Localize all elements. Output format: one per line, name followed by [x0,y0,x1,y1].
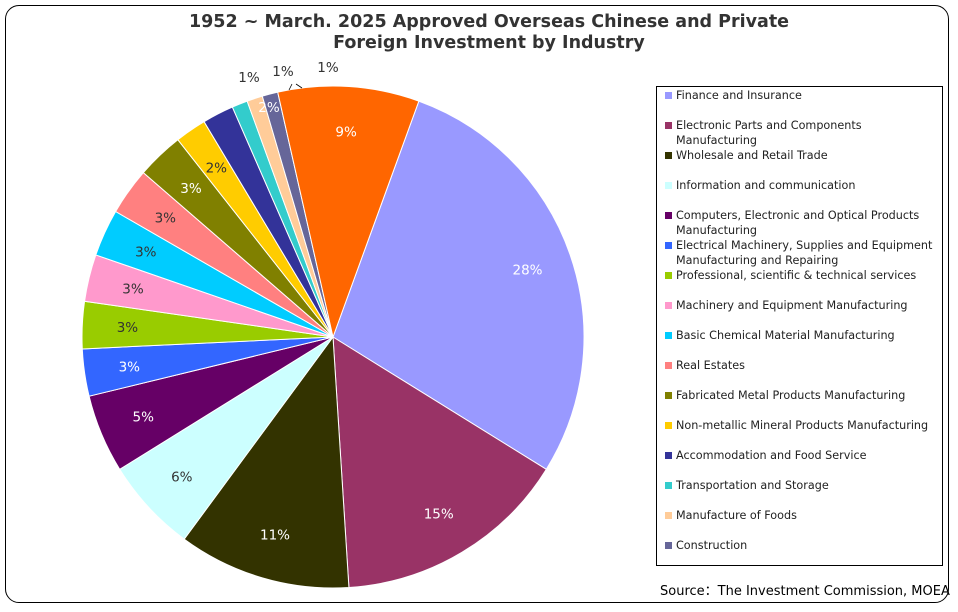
pie-slice-label: 1% [317,60,339,76]
legend-label: Electronic Parts and Components Manufact… [676,119,862,147]
legend-label: Non-metallic Mineral Products Manufactur… [676,419,929,432]
legend-swatch [665,92,672,99]
legend-label: Transportation and Storage [676,479,829,492]
pie-slice [183,335,350,589]
legend: Finance and Insurance Electronic Parts an… [656,86,943,566]
legend-label: Wholesale and Retail Trade [676,149,828,162]
legend-swatch [665,542,672,549]
pie-slice-label: 15% [424,507,454,523]
legend-entry: Professional, scientific & technical ser… [665,268,941,283]
legend-entry: Computers, Electronic and Optical Produc… [665,208,941,238]
legend-entry: Construction [665,538,941,553]
chart-title-line-2: Foreign Investment by Industry [333,33,645,53]
legend-label: Accommodation and Food Service [676,449,867,462]
chart-title-line-1: 1952 ~ March. 2025 Approved Overseas Chi… [188,12,790,32]
pie-slice-label: 3% [180,181,202,197]
pie-slice [332,336,547,589]
legend-swatch [665,362,672,369]
pie-slice-label: 3% [117,320,139,336]
legend-entry: Fabricated Metal Products Manufacturing [665,388,941,403]
legend-swatch [665,272,672,279]
pie-slice-label: 3% [155,211,177,227]
pie-slice-label: 1% [238,70,260,86]
legend-entry: Manufacture of Foods [665,508,941,523]
pie-slice-label: 28% [512,263,542,279]
legend-swatch [665,212,672,219]
legend-entry: Non-metallic Mineral Products Manufactur… [665,418,941,433]
pie-slice [277,85,420,339]
pie-slice-label: 2% [258,100,280,116]
pie-leader-line [288,83,293,91]
pie-slice-label: 3% [135,245,157,261]
legend-entry: Information and communication [665,178,941,193]
legend-label: Finance and Insurance [676,89,802,102]
legend-swatch [665,242,672,249]
pie-leader-line [295,83,303,89]
pie-slice [332,100,585,471]
pie-slice-label: 6% [171,470,193,486]
pie-labels: 28%15%11%6%5%3%3%3%3%3%3%2%2%1%1%1%9% [117,60,543,544]
legend-label: Basic Chemical Material Manufacturing [676,329,895,342]
legend-entry: Electronic Parts and Components Manufact… [665,118,941,148]
pie-slice-label: 1% [272,64,294,80]
pie-slice-label: 9% [335,125,357,141]
pie-slice-label: 5% [132,410,154,426]
legend-label: Computers, Electronic and Optical Produc… [676,209,920,237]
legend-entry: Real Estates [665,358,941,373]
legend-label: Real Estates [676,359,745,372]
legend-label: Fabricated Metal Products Manufacturing [676,389,906,402]
pie-slice-label: 11% [260,528,290,544]
pie-slice-label: 2% [206,161,228,177]
legend-swatch [665,332,672,339]
legend-swatch [665,182,672,189]
legend-entry: Electrical Machinery, Supplies and Equip… [665,238,941,268]
legend-entry: Transportation and Storage [665,478,941,493]
legend-swatch [665,422,672,429]
source-note: Source：The Investment Commission, MOEA [660,584,950,599]
legend-label: Professional, scientific & technical ser… [676,269,917,282]
legend-swatch [665,122,672,129]
legend-entry: Accommodation and Food Service [665,448,941,463]
legend-swatch [665,152,672,159]
legend-label: Information and communication [676,179,856,192]
pie-slices [81,85,585,589]
legend-entry: Basic Chemical Material Manufacturing [665,328,941,343]
legend-label: Manufacture of Foods [676,509,797,522]
legend-swatch [665,512,672,519]
legend-swatch [665,452,672,459]
legend-entry: Finance and Insurance [665,88,941,103]
legend-swatch [665,392,672,399]
chart-title: 1952 ~ March. 2025 Approved Overseas Chi… [160,12,818,54]
legend-swatch [665,302,672,309]
legend-entry: Wholesale and Retail Trade [665,148,941,163]
legend-label: Construction [676,539,748,552]
legend-entry: Machinery and Equipment Manufacturing [665,298,941,313]
pie-slice-label: 3% [122,282,144,298]
legend-swatch [665,482,672,489]
legend-label: Electrical Machinery, Supplies and Equip… [676,239,933,267]
pie-slice-label: 3% [119,359,141,375]
legend-label: Machinery and Equipment Manufacturing [676,299,908,312]
